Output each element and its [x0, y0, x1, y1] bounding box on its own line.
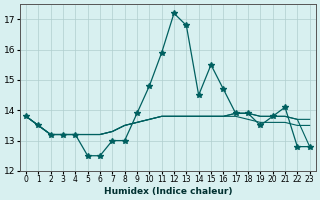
X-axis label: Humidex (Indice chaleur): Humidex (Indice chaleur): [104, 187, 232, 196]
